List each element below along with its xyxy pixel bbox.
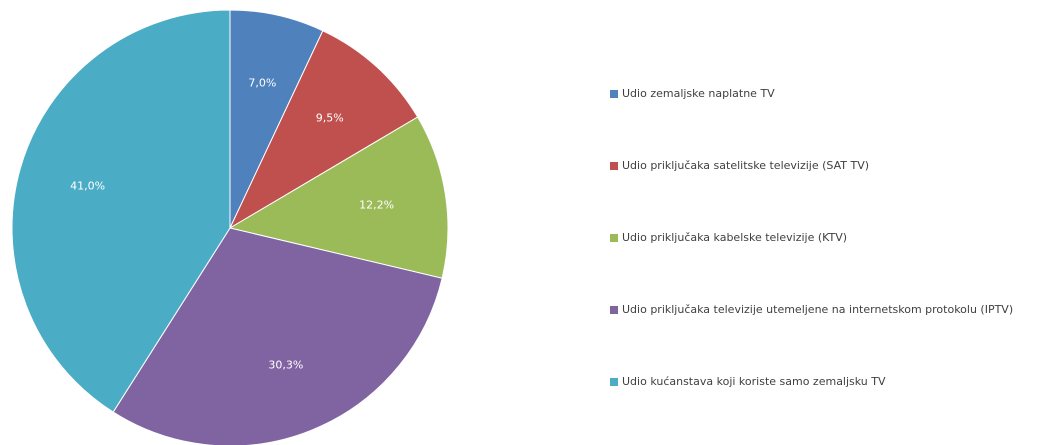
legend-swatch (610, 234, 618, 242)
data-label: 12,2% (359, 199, 394, 212)
legend-label: Udio zemaljske naplatne TV (622, 87, 775, 100)
pie-slice (228, 30, 419, 230)
legend-swatch (610, 162, 618, 170)
data-label: 41,0% (70, 180, 105, 193)
legend-swatch (610, 90, 618, 98)
legend-label: Udio priključaka satelitske televizije (… (622, 159, 869, 172)
legend-label: Udio priključaka kabelske televizije (KT… (622, 231, 847, 244)
data-label: 7,0% (248, 76, 276, 89)
pie-slice (228, 116, 449, 279)
pie-slice (112, 227, 443, 445)
legend-label: Udio kućanstava koji koriste samo zemalj… (622, 375, 886, 388)
pie-slice (11, 9, 231, 413)
legend-swatch (610, 306, 618, 314)
data-label: 9,5% (316, 111, 344, 124)
data-label: 30,3% (268, 358, 303, 371)
legend-label: Udio priključaka televizije utemeljene n… (622, 303, 1013, 316)
legend-swatch (610, 378, 618, 386)
